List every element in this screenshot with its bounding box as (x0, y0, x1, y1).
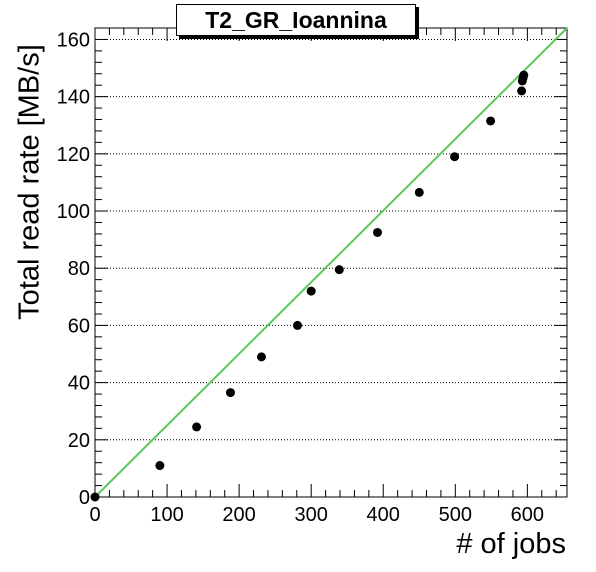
grid (95, 38, 567, 441)
fit-line-group (94, 27, 568, 498)
data-point-4 (256, 352, 266, 362)
y-tick-label-1: 20 (68, 430, 90, 452)
y-tick-label-5: 100 (57, 201, 90, 223)
x-tick-label-5: 500 (439, 504, 472, 526)
x-tick-label-3: 300 (294, 504, 327, 526)
x-axis-label: # of jobs (456, 528, 566, 560)
y-tick-label-3: 60 (68, 315, 90, 337)
y-tick-label-0: 0 (79, 487, 90, 509)
data-point-6 (306, 286, 316, 296)
chart-title: T2_GR_Ioannina (176, 4, 416, 36)
data-point-15 (519, 70, 529, 80)
data-point-7 (334, 265, 344, 275)
data-points (90, 70, 529, 502)
data-point-5 (292, 320, 302, 330)
data-point-12 (517, 86, 527, 96)
y-tick-label-2: 40 (68, 373, 90, 395)
data-point-3 (225, 388, 235, 398)
data-point-8 (372, 227, 382, 237)
fit-line (94, 27, 568, 498)
data-point-0 (90, 492, 100, 502)
x-tick-label-4: 400 (367, 504, 400, 526)
y-tick-label-4: 80 (68, 258, 90, 280)
y-tick-label-7: 140 (57, 87, 90, 109)
data-point-1 (155, 461, 165, 471)
y-tick-label-8: 160 (57, 29, 90, 51)
y-axis-label: Total read rate [MB/s] (13, 44, 46, 320)
tick-labels: 0 20 40 60 80 100 120 140 160 0 100 200 300 400 500 600 (57, 29, 544, 526)
data-point-10 (450, 152, 460, 162)
data-point-9 (414, 187, 424, 197)
x-tick-label-2: 200 (222, 504, 255, 526)
x-tick-label-0: 0 (89, 504, 100, 526)
y-tick-label-6: 120 (57, 144, 90, 166)
x-tick-label-6: 600 (511, 504, 544, 526)
data-point-11 (486, 116, 496, 126)
data-point-2 (192, 422, 202, 432)
x-tick-label-1: 100 (150, 504, 183, 526)
